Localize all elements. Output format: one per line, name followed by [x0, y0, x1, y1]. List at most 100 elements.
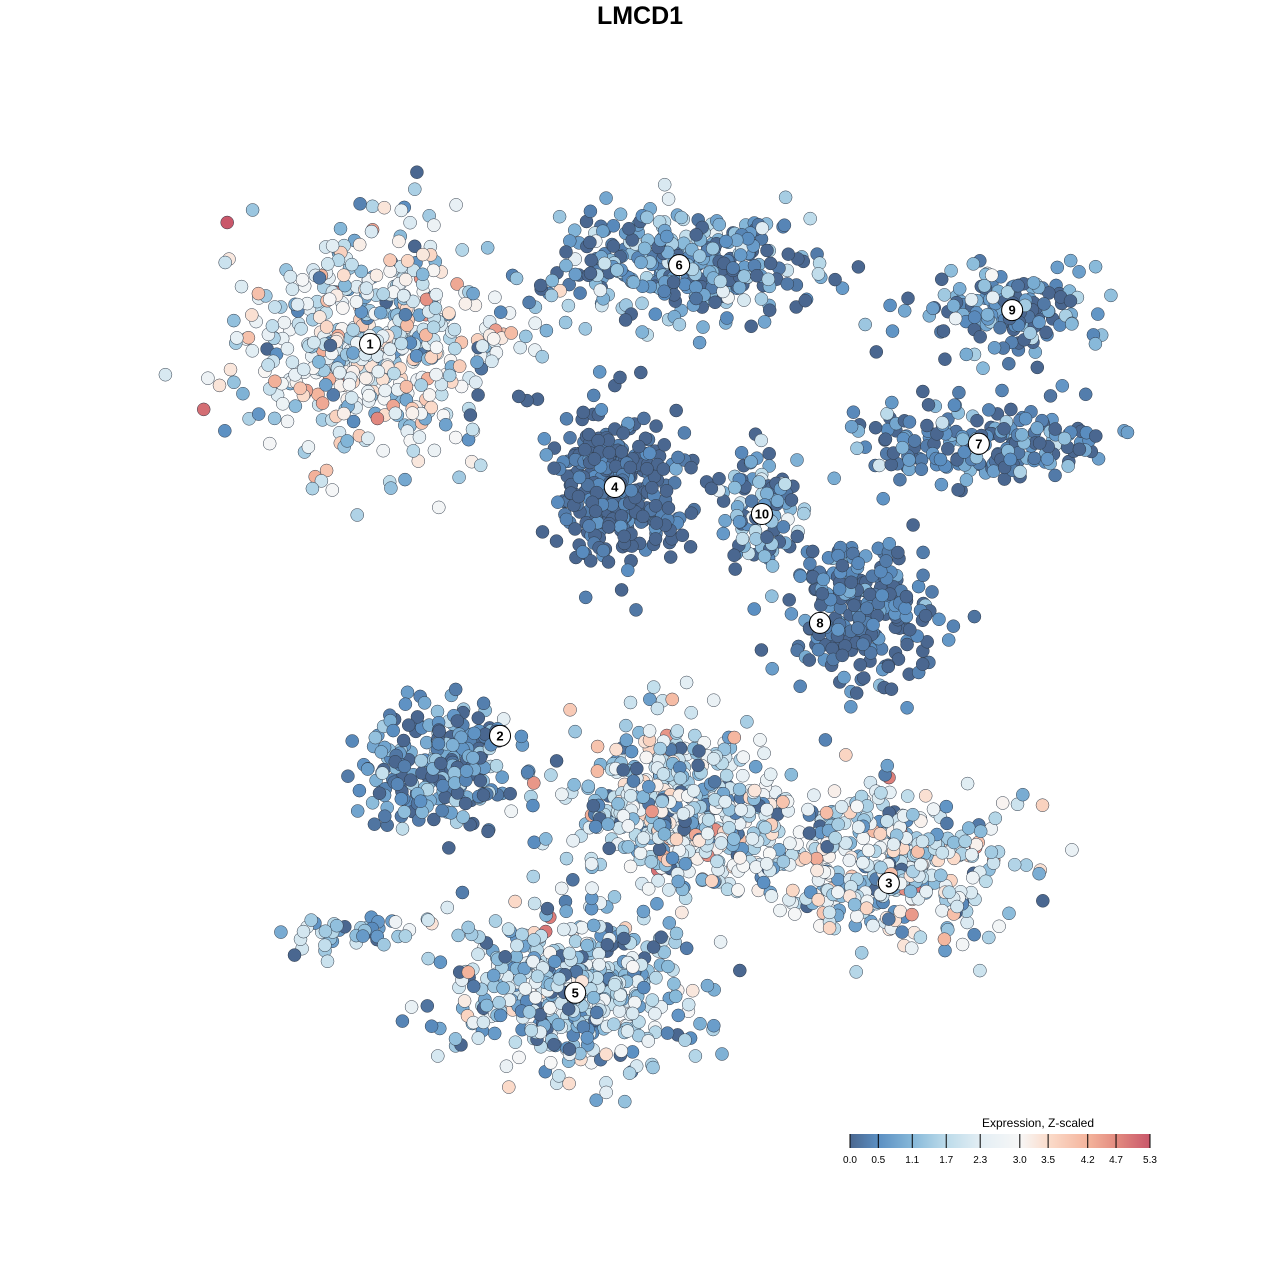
data-point — [1032, 866, 1046, 881]
data-point — [881, 659, 896, 674]
legend-tick-label: 2.3 — [973, 1155, 987, 1166]
data-point — [648, 532, 663, 546]
data-point — [590, 739, 605, 754]
data-point — [285, 282, 300, 296]
data-point — [601, 555, 616, 569]
data-point — [325, 239, 340, 253]
data-point — [307, 335, 321, 350]
data-point — [613, 988, 628, 1002]
data-point — [937, 288, 952, 302]
data-point — [676, 807, 691, 821]
data-point — [459, 764, 474, 778]
data-point — [1078, 387, 1093, 402]
data-point — [562, 946, 577, 961]
data-point — [911, 579, 926, 594]
data-point — [755, 221, 769, 235]
data-point — [786, 883, 800, 898]
data-point — [634, 255, 648, 270]
data-point — [734, 445, 749, 460]
data-point — [555, 787, 569, 802]
data-point — [592, 365, 607, 379]
data-point — [452, 470, 466, 485]
data-point — [656, 767, 671, 781]
data-point — [535, 349, 549, 364]
data-point — [406, 444, 421, 458]
data-point — [741, 231, 755, 246]
data-point — [997, 422, 1011, 436]
data-point — [621, 563, 635, 578]
data-point — [719, 234, 733, 249]
data-point — [979, 874, 993, 889]
data-point — [588, 819, 603, 834]
data-point — [384, 481, 398, 495]
data-point — [345, 257, 359, 272]
data-point — [933, 452, 948, 467]
data-point — [623, 859, 638, 874]
data-point — [925, 585, 939, 599]
chart-title: LMCD1 — [596, 2, 684, 30]
data-point — [606, 219, 621, 233]
data-point — [872, 458, 886, 473]
data-point — [312, 271, 327, 285]
data-point — [907, 434, 922, 448]
data-point — [942, 885, 956, 899]
data-point — [644, 855, 659, 869]
data-point — [851, 260, 866, 274]
cluster-label-badge — [489, 724, 512, 747]
data-point — [748, 759, 763, 774]
data-point — [511, 389, 526, 404]
data-point — [590, 1005, 604, 1020]
data-point — [788, 907, 802, 921]
data-point — [657, 284, 671, 299]
data-point — [668, 989, 683, 1004]
data-point — [410, 165, 424, 179]
data-point — [485, 354, 499, 369]
data-point — [592, 957, 606, 972]
data-point — [977, 279, 992, 293]
data-point — [588, 504, 603, 519]
data-point — [493, 305, 508, 319]
data-point — [377, 937, 391, 952]
data-point — [900, 701, 914, 715]
data-point — [938, 943, 952, 958]
data-point — [648, 499, 663, 513]
data-point — [713, 935, 728, 949]
data-point — [436, 779, 450, 793]
data-point — [461, 965, 476, 979]
data-point — [764, 889, 779, 903]
data-point — [948, 311, 963, 326]
data-point — [906, 807, 920, 822]
data-point — [947, 398, 962, 412]
data-point — [414, 753, 428, 768]
data-point — [941, 442, 955, 456]
data-point — [763, 256, 778, 271]
data-point — [471, 1031, 486, 1045]
cluster-label: 5 — [572, 985, 579, 1000]
data-point — [342, 377, 357, 392]
data-point — [847, 598, 861, 613]
data-point — [530, 969, 545, 984]
data-point — [745, 832, 760, 846]
data-point — [645, 993, 660, 1007]
data-point — [903, 622, 917, 637]
data-point — [634, 365, 648, 380]
data-point — [486, 332, 501, 346]
data-point — [980, 307, 995, 322]
data-point — [713, 274, 728, 289]
data-point — [700, 826, 715, 841]
data-point — [572, 470, 587, 485]
data-point — [1043, 389, 1058, 403]
data-point — [471, 947, 485, 961]
data-point — [395, 1014, 410, 1028]
data-point — [916, 545, 930, 560]
data-point — [600, 937, 615, 952]
data-point — [456, 810, 470, 824]
data-point — [665, 692, 679, 707]
data-point — [952, 385, 966, 400]
data-point — [434, 756, 448, 771]
data-point — [802, 826, 817, 840]
data-point — [616, 426, 630, 440]
data-point — [679, 675, 694, 690]
data-point — [332, 365, 347, 380]
data-point — [304, 913, 318, 927]
